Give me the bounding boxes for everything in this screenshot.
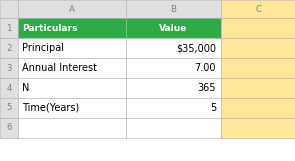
Bar [18, 118, 126, 138]
Bar [0, 38, 18, 58]
Bar [0, 0, 18, 18]
Text: Principal: Principal [22, 43, 64, 53]
Text: Time(Years): Time(Years) [22, 103, 79, 113]
Bar [126, 98, 221, 118]
Bar [0, 118, 18, 138]
Text: $35,000: $35,000 [176, 43, 216, 53]
Text: 3: 3 [6, 63, 12, 72]
Text: 2: 2 [6, 43, 12, 52]
Bar [18, 98, 126, 118]
Bar [221, 58, 295, 78]
Bar [126, 118, 221, 138]
Bar [18, 0, 126, 18]
Bar [126, 78, 221, 98]
Bar [126, 58, 221, 78]
Text: 7.00: 7.00 [194, 63, 216, 73]
Bar [18, 78, 126, 98]
Text: Value: Value [159, 24, 188, 33]
Bar [221, 118, 295, 138]
Text: Annual Interest: Annual Interest [22, 63, 97, 73]
Text: Particulars: Particulars [22, 24, 78, 33]
Text: 365: 365 [197, 83, 216, 93]
Bar [221, 38, 295, 58]
Bar [18, 18, 126, 38]
Bar [126, 0, 221, 18]
Bar [0, 58, 18, 78]
Text: N: N [22, 83, 30, 93]
Text: A: A [69, 5, 75, 14]
Bar [221, 18, 295, 38]
Text: C: C [255, 5, 261, 14]
Text: 5: 5 [210, 103, 216, 113]
Text: B: B [171, 5, 176, 14]
Bar [18, 58, 126, 78]
Text: 6: 6 [6, 123, 12, 133]
Bar [221, 98, 295, 118]
Bar [0, 18, 18, 38]
Text: 1: 1 [6, 24, 12, 33]
Text: 5: 5 [6, 104, 12, 113]
Text: 4: 4 [6, 84, 12, 93]
Bar [0, 98, 18, 118]
Bar [126, 18, 221, 38]
Bar [18, 38, 126, 58]
Bar [0, 78, 18, 98]
Bar [221, 0, 295, 18]
Bar [126, 38, 221, 58]
Bar [221, 78, 295, 98]
